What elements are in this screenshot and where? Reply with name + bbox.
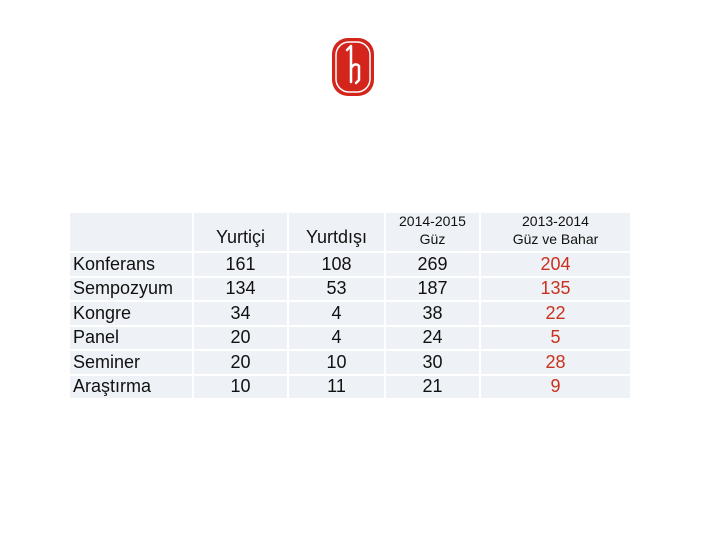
- value-cell: 34: [194, 302, 287, 325]
- header-text: Yurtdışı: [305, 227, 368, 247]
- value-cell: 4: [289, 302, 384, 325]
- value-cell: 10: [194, 375, 287, 398]
- value-cell: 20: [194, 351, 287, 374]
- value-cell: 10: [289, 351, 384, 374]
- logo: [332, 38, 374, 96]
- column-header: Yurtiçi: [194, 213, 287, 251]
- value-cell: 30: [386, 351, 479, 374]
- header-text: Güz: [419, 231, 446, 247]
- value-cell: 108: [289, 253, 384, 276]
- value-cell: 21: [386, 375, 479, 398]
- value-cell: 53: [289, 277, 384, 300]
- value-cell: 9: [481, 375, 630, 398]
- value-cell: 5: [481, 326, 630, 349]
- row-label: Panel: [70, 326, 192, 349]
- column-header: 2014-2015 Güz: [386, 213, 479, 251]
- value-cell: 135: [481, 277, 630, 300]
- value-cell: 161: [194, 253, 287, 276]
- row-label: Seminer: [70, 351, 192, 374]
- header-text: Yurtiçi: [215, 227, 266, 247]
- value-cell: 28: [481, 351, 630, 374]
- column-header: 2013-2014 Güz ve Bahar: [481, 213, 630, 251]
- value-cell: 187: [386, 277, 479, 300]
- header-text: Güz ve Bahar: [512, 231, 599, 247]
- value-cell: 4: [289, 326, 384, 349]
- value-cell: 24: [386, 326, 479, 349]
- value-cell: 134: [194, 277, 287, 300]
- value-cell: 22: [481, 302, 630, 325]
- header-text: 2014-2015: [399, 213, 466, 229]
- row-label: Sempozyum: [70, 277, 192, 300]
- row-label: Kongre: [70, 302, 192, 325]
- header-text: 2013-2014: [522, 213, 589, 229]
- row-label: Araştırma: [70, 375, 192, 398]
- header-cell: [70, 213, 192, 251]
- value-cell: 20: [194, 326, 287, 349]
- value-cell: 11: [289, 375, 384, 398]
- value-cell: 38: [386, 302, 479, 325]
- value-cell: 269: [386, 253, 479, 276]
- column-header: Yurtdışı: [289, 213, 384, 251]
- row-label: Konferans: [70, 253, 192, 276]
- value-cell: 204: [481, 253, 630, 276]
